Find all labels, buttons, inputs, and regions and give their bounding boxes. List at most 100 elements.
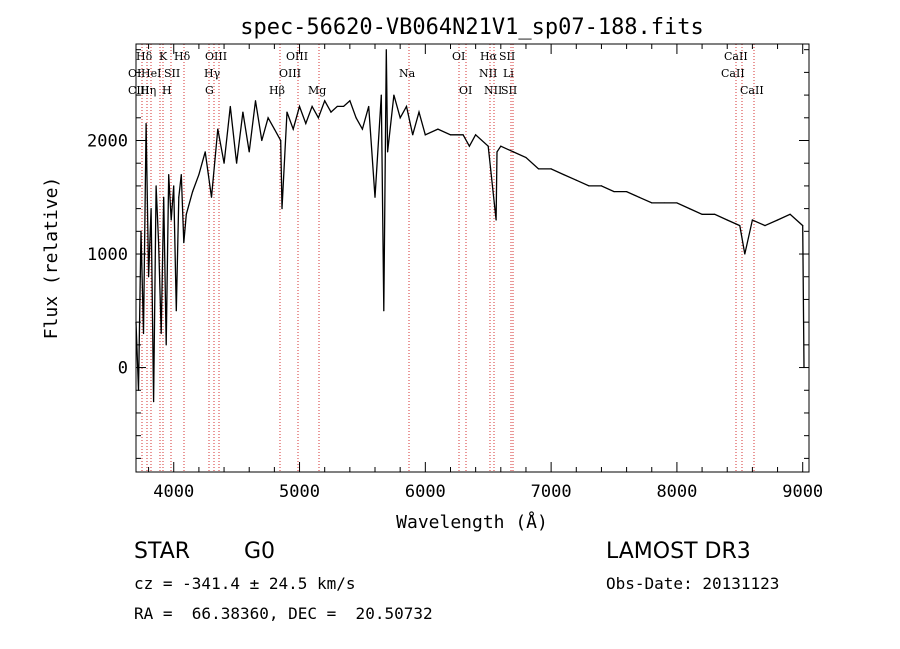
x-axis-label: Wavelength (Å) xyxy=(396,511,548,533)
spectrum-point xyxy=(468,145,470,147)
spectrum-point xyxy=(462,134,464,136)
spectrum-point xyxy=(651,202,653,204)
spectrum-point xyxy=(155,185,157,187)
x-tick-label: 4000 xyxy=(153,482,194,502)
spectrum-point xyxy=(789,213,791,215)
spectrum-point xyxy=(361,128,364,130)
spectrum-point xyxy=(751,219,753,221)
spectral-line-label: H xyxy=(162,84,172,97)
spectral-line-label: Hα xyxy=(480,50,498,63)
spectrum-point xyxy=(336,105,338,108)
spectrum-point xyxy=(317,117,320,119)
spectrum-point xyxy=(217,128,219,130)
spectrum-point xyxy=(145,122,147,125)
x-tick-label: 7000 xyxy=(531,482,572,502)
spectrum-point xyxy=(204,151,206,153)
y-tick-label: 1000 xyxy=(87,245,128,265)
spectrum-point xyxy=(248,151,250,153)
spectrum-point xyxy=(135,321,137,323)
spectrum-point xyxy=(537,168,540,170)
spectral-line-label: SII xyxy=(499,50,515,63)
spectrum-point xyxy=(487,145,489,147)
spectrum-point xyxy=(349,100,351,102)
spectrum-point xyxy=(638,196,640,198)
y-axis-label: Flux (relative) xyxy=(41,177,62,340)
spectrum-point xyxy=(726,219,728,221)
spectrum-point xyxy=(500,145,502,147)
spectrum-point xyxy=(424,134,426,136)
spectrum-point xyxy=(160,332,162,335)
spectrum-point xyxy=(261,139,263,142)
spectral-line-label: Hη xyxy=(140,84,156,97)
chart-title: spec-56620-VB064N21V1_sp07-188.fits xyxy=(240,15,704,40)
spectral-line-label: OIII xyxy=(279,67,301,80)
spectrum-point xyxy=(292,128,294,130)
spectrum-point xyxy=(242,111,244,113)
spectrum-point xyxy=(739,225,741,227)
spectrum-point xyxy=(150,208,152,210)
spectral-line-label: K xyxy=(159,50,168,63)
spectrum-point xyxy=(147,276,150,278)
spectrum-point xyxy=(267,117,269,119)
spectrum-point xyxy=(185,213,187,215)
spectral-line-label: Hβ xyxy=(269,84,285,97)
spectrum-point xyxy=(575,179,577,181)
spectrum-point xyxy=(140,230,142,232)
spectrum-point xyxy=(380,94,382,96)
spectrum-point xyxy=(613,190,615,193)
spectral-line-label: HeI xyxy=(141,67,161,80)
spectrum-point xyxy=(744,253,746,255)
spectral-line-label: SII xyxy=(164,67,180,80)
spectrum-point xyxy=(588,185,590,187)
spectrum-point xyxy=(342,105,345,108)
spectral-line-label: OI xyxy=(452,50,465,63)
spectrum-point xyxy=(229,105,231,108)
spectral-line-label: NII xyxy=(479,67,497,80)
spectrum-point xyxy=(437,128,439,130)
spectrum-point xyxy=(701,213,703,215)
spectrum-point xyxy=(178,196,180,198)
spectrum-point xyxy=(803,366,805,369)
spectrum-point xyxy=(281,208,283,210)
spectral-line-label: OIII xyxy=(286,50,308,63)
spectrum-point xyxy=(280,139,282,142)
spectrum-point xyxy=(405,105,408,108)
spectrum-point xyxy=(355,117,357,119)
spectrum-point xyxy=(198,173,200,176)
spectrum-point xyxy=(676,202,678,204)
spectrum-point xyxy=(374,196,376,198)
spectrum-point xyxy=(223,162,225,164)
spectrum-point xyxy=(236,162,238,164)
y-tick-label: 0 xyxy=(118,359,128,379)
spectrum-points xyxy=(135,49,805,403)
spectrum-point xyxy=(600,185,603,187)
plot-frame xyxy=(135,43,810,473)
x-tick-label: 6000 xyxy=(405,482,446,502)
spectrum-point xyxy=(399,117,401,119)
spectrum-point xyxy=(625,190,628,193)
spectral-line-label: OI xyxy=(459,84,472,97)
spectrum-point xyxy=(192,190,194,193)
spectrum-point xyxy=(714,213,716,215)
spectrum-point xyxy=(173,185,175,187)
spectrum-point xyxy=(449,134,452,136)
spectrum-point xyxy=(383,310,385,312)
spectrum-point xyxy=(495,219,497,221)
spectrum-point xyxy=(311,105,313,108)
spectrum-point xyxy=(183,242,185,244)
spectrum-point xyxy=(170,219,172,221)
spectrum-line xyxy=(135,49,805,402)
spectrum-point xyxy=(165,344,167,346)
spectrum-point xyxy=(663,202,665,204)
spectrum-point xyxy=(137,389,140,391)
spectrum-point xyxy=(418,111,420,113)
spectrum-point xyxy=(153,401,155,403)
spectrum-point xyxy=(550,168,552,170)
spectral-line-label: SII xyxy=(501,84,517,97)
x-tick-label: 5000 xyxy=(279,482,320,502)
spectrum-point xyxy=(368,105,370,108)
coordinates: RA = 66.38360, DEC = 20.50732 xyxy=(134,604,433,623)
spectrum-point xyxy=(286,111,288,113)
spectral-line-label: G xyxy=(205,84,214,97)
spectrum-point xyxy=(512,151,514,153)
